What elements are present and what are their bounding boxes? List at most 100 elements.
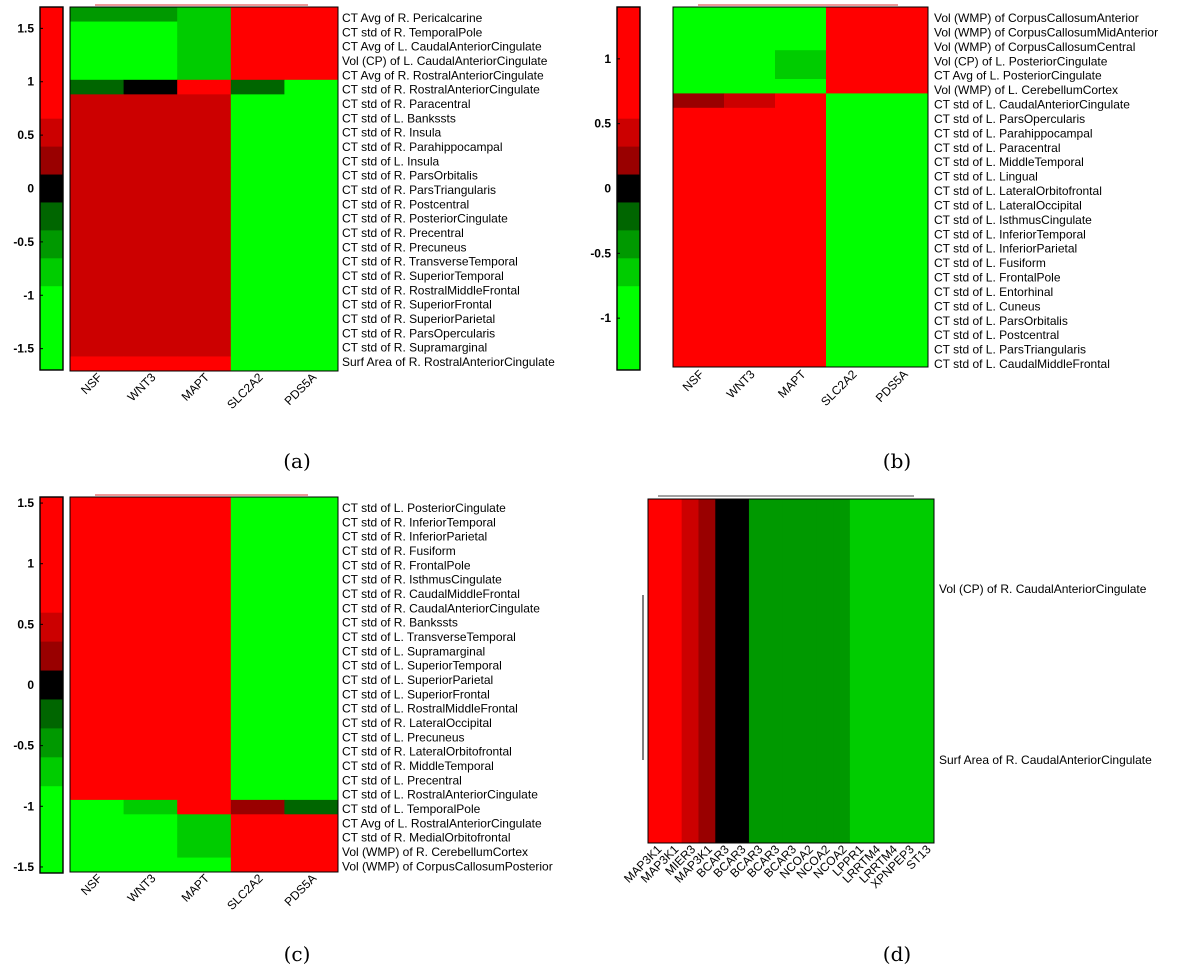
heatmap-cell — [284, 167, 339, 183]
heatmap-cell — [70, 843, 125, 859]
heatmap-cell — [826, 122, 878, 138]
heatmap-cell — [230, 626, 285, 642]
heatmap-cell — [123, 108, 178, 124]
row-label: CT std of L. LateralOccipital — [934, 198, 1082, 212]
colorbar-swatch — [40, 497, 63, 527]
row-label: CT std of L. RostralAnteriorCingulate — [342, 788, 538, 802]
row-label: CT Avg of L. RostralAnteriorCingulate — [342, 816, 542, 830]
row-label: CT std of R. InferiorTemporal — [342, 515, 496, 529]
heatmap-cell — [70, 727, 125, 743]
heatmap-cell — [775, 7, 827, 22]
heatmap-cell — [877, 179, 929, 195]
heatmap-cell — [230, 7, 285, 23]
column-label: MAPT — [775, 367, 809, 401]
heatmap-cell — [123, 857, 178, 873]
heatmap-cell — [230, 742, 285, 758]
heatmap-frame — [69, 6, 339, 372]
row-label: CT std of R. IsthmusCingulate — [342, 573, 502, 587]
row-label: CT std of R. LateralOccipital — [342, 716, 492, 730]
heatmap-cell — [230, 210, 285, 226]
heatmap-cell — [70, 670, 125, 685]
heatmap-cell — [230, 108, 285, 124]
heatmap-cell — [123, 283, 178, 299]
colorbar-tick-label: 0.5 — [17, 617, 34, 631]
panel-a: 1.5 1 0.5 0 -0.5 -1 -1.5 CT Avg of R. Pericalca… — [13, 4, 555, 473]
heatmap-cell — [123, 196, 178, 212]
heatmap-cell — [177, 21, 232, 37]
heatmap-cell — [70, 525, 125, 541]
heatmap-cell — [877, 352, 929, 368]
colorbar-swatch — [617, 314, 640, 343]
heatmap-cell — [284, 857, 339, 873]
heatmap-cell — [123, 269, 178, 285]
colorbar-tick-label: 0.5 — [17, 128, 34, 142]
heatmap-cell — [775, 208, 827, 224]
heatmap-cell — [70, 7, 125, 23]
heatmap-cell — [70, 341, 125, 357]
heatmap-cell — [673, 266, 725, 282]
heatmap-cell — [816, 499, 834, 843]
heatmap-cell — [284, 698, 339, 714]
row-label: CT std of L. InferiorTemporal — [934, 227, 1086, 241]
heatmap-cell — [123, 771, 178, 786]
heatmap-cell — [724, 151, 776, 166]
heatmap-cell — [284, 65, 339, 81]
heatmap-cell — [230, 65, 285, 81]
heatmap-cell — [284, 497, 339, 512]
heatmap-cell — [177, 50, 232, 66]
heatmap-cell — [70, 540, 125, 556]
colorbar-swatch — [40, 699, 63, 729]
heatmap-cell — [284, 269, 339, 285]
heatmap-cell — [123, 828, 178, 844]
heatmap-cell — [877, 93, 929, 109]
heatmap-cell — [715, 499, 733, 843]
heatmap-cell — [177, 756, 232, 772]
heatmap-cell — [284, 50, 339, 66]
heatmap-cell — [917, 499, 935, 843]
column-label: PDS5A — [282, 370, 320, 408]
row-label: Vol (WMP) of CorpusCallosumPosterior — [342, 859, 553, 873]
colorbar-swatch — [40, 90, 63, 120]
heatmap-cell — [230, 698, 285, 714]
heatmap-cell — [177, 254, 232, 270]
heatmap-cell — [230, 828, 285, 844]
heatmap-cell — [284, 283, 339, 299]
heatmap-cell — [673, 122, 725, 138]
heatmap-cell — [724, 223, 776, 238]
heatmap-cell — [673, 223, 725, 238]
column-label: WNT3 — [125, 871, 159, 905]
heatmap-cell — [70, 181, 125, 197]
colorbar-tick-label: 0 — [604, 182, 611, 196]
heatmap-cell — [177, 843, 232, 859]
row-label: CT std of R. ParsOpercularis — [342, 326, 495, 340]
heatmap-cell — [775, 35, 827, 51]
heatmap-cell — [123, 626, 178, 642]
heatmap-cell — [775, 251, 827, 267]
heatmap-cell — [123, 138, 178, 154]
heatmap-cell — [284, 210, 339, 226]
row-label: CT std of R. Insula — [342, 126, 441, 140]
heatmap-cell — [775, 266, 827, 282]
heatmap-cell — [230, 36, 285, 52]
heatmap-cell — [877, 7, 929, 22]
row-label: CT std of L. Fusiform — [934, 256, 1046, 270]
row-label: CT std of R. Precuneus — [342, 240, 467, 254]
heatmap-cell — [849, 499, 868, 843]
heatmap-cell — [70, 327, 125, 343]
colorbar-swatch — [40, 146, 63, 176]
row-label: CT std of L. Precuneus — [342, 730, 465, 744]
heatmap-cell — [177, 298, 232, 314]
heatmap-cell — [70, 196, 125, 212]
colorbar: 1.5 1 0.5 0 -0.5 -1 -1.5 — [13, 6, 64, 371]
heatmap-cell — [284, 94, 339, 110]
row-label: CT std of L. Precentral — [342, 773, 462, 787]
colorbar-swatch — [40, 230, 63, 259]
heatmap-cell — [70, 283, 125, 299]
heatmap-cell — [826, 208, 878, 224]
colorbar-swatch — [40, 62, 63, 92]
colorbar-swatch — [40, 612, 63, 643]
heatmap-cell — [123, 756, 178, 772]
heatmap-cell — [724, 208, 776, 224]
row-label: Surf Area of R. CaudalAnteriorCingulate — [939, 753, 1152, 767]
row-label: CT Avg of L. PosteriorCingulate — [934, 69, 1102, 83]
